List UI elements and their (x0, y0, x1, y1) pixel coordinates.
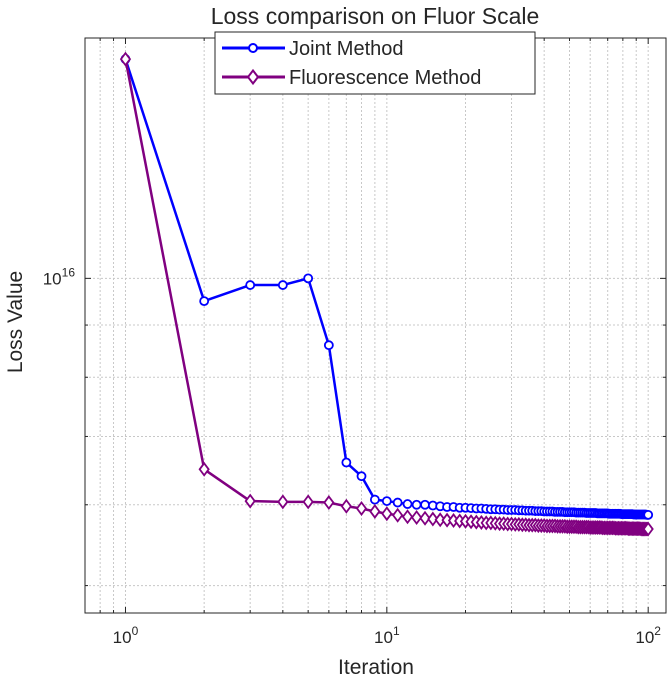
x-tick-label: 102 (635, 624, 661, 647)
series-fluorescence-method (119, 51, 654, 537)
data-point (411, 499, 422, 510)
data-point (402, 499, 413, 509)
legend-box (214, 31, 536, 95)
data-point (369, 494, 380, 505)
data-point (277, 494, 289, 510)
x-tick-label: 100 (113, 624, 139, 647)
legend-label-joint-method: Joint Method (289, 38, 404, 60)
data-point (356, 471, 367, 482)
data-point (340, 498, 352, 514)
data-point (420, 499, 430, 510)
data-point (419, 510, 431, 526)
series-layer (119, 51, 654, 537)
data-point (434, 512, 446, 528)
data-point (369, 503, 381, 519)
data-point (198, 461, 210, 477)
data-point (119, 51, 132, 67)
data-point (643, 509, 654, 520)
data-point (427, 511, 439, 527)
legend-label-fluorescence-method: Fluorescence Method (289, 67, 481, 89)
legend-item-fluorescence-method[interactable]: Fluorescence Method (222, 67, 481, 89)
data-point (355, 500, 368, 516)
data-point (381, 496, 392, 506)
data-point (244, 493, 256, 509)
data-point (392, 497, 403, 508)
data-point (410, 510, 423, 526)
data-point (381, 506, 393, 522)
grid-lines (84, 38, 666, 613)
x-tick-label: 101 (374, 624, 400, 647)
tick-labels: 100 101 102 1016 (43, 265, 662, 647)
x-axis-label: Iteration (338, 656, 414, 679)
series-joint-method (120, 54, 654, 520)
data-point (323, 340, 334, 351)
data-point (303, 273, 314, 284)
data-point (341, 457, 352, 468)
y-axis-label: Loss Value (4, 271, 27, 373)
data-point (277, 280, 288, 290)
legend-marker-joint-method (248, 43, 258, 53)
data-point (401, 509, 414, 525)
y-tick-label: 1016 (43, 265, 76, 288)
data-point (642, 521, 654, 537)
chart-title: Loss comparison on Fluor Scale (211, 3, 540, 29)
data-point (302, 494, 314, 510)
data-point (392, 507, 404, 523)
data-point (199, 296, 210, 306)
legend[interactable]: Joint Method Fluorescence Method (214, 31, 536, 95)
data-point (245, 280, 256, 290)
legend-marker-fluorescence-method (246, 68, 260, 86)
legend-item-joint-method[interactable]: Joint Method (222, 38, 404, 60)
data-point (323, 495, 335, 511)
